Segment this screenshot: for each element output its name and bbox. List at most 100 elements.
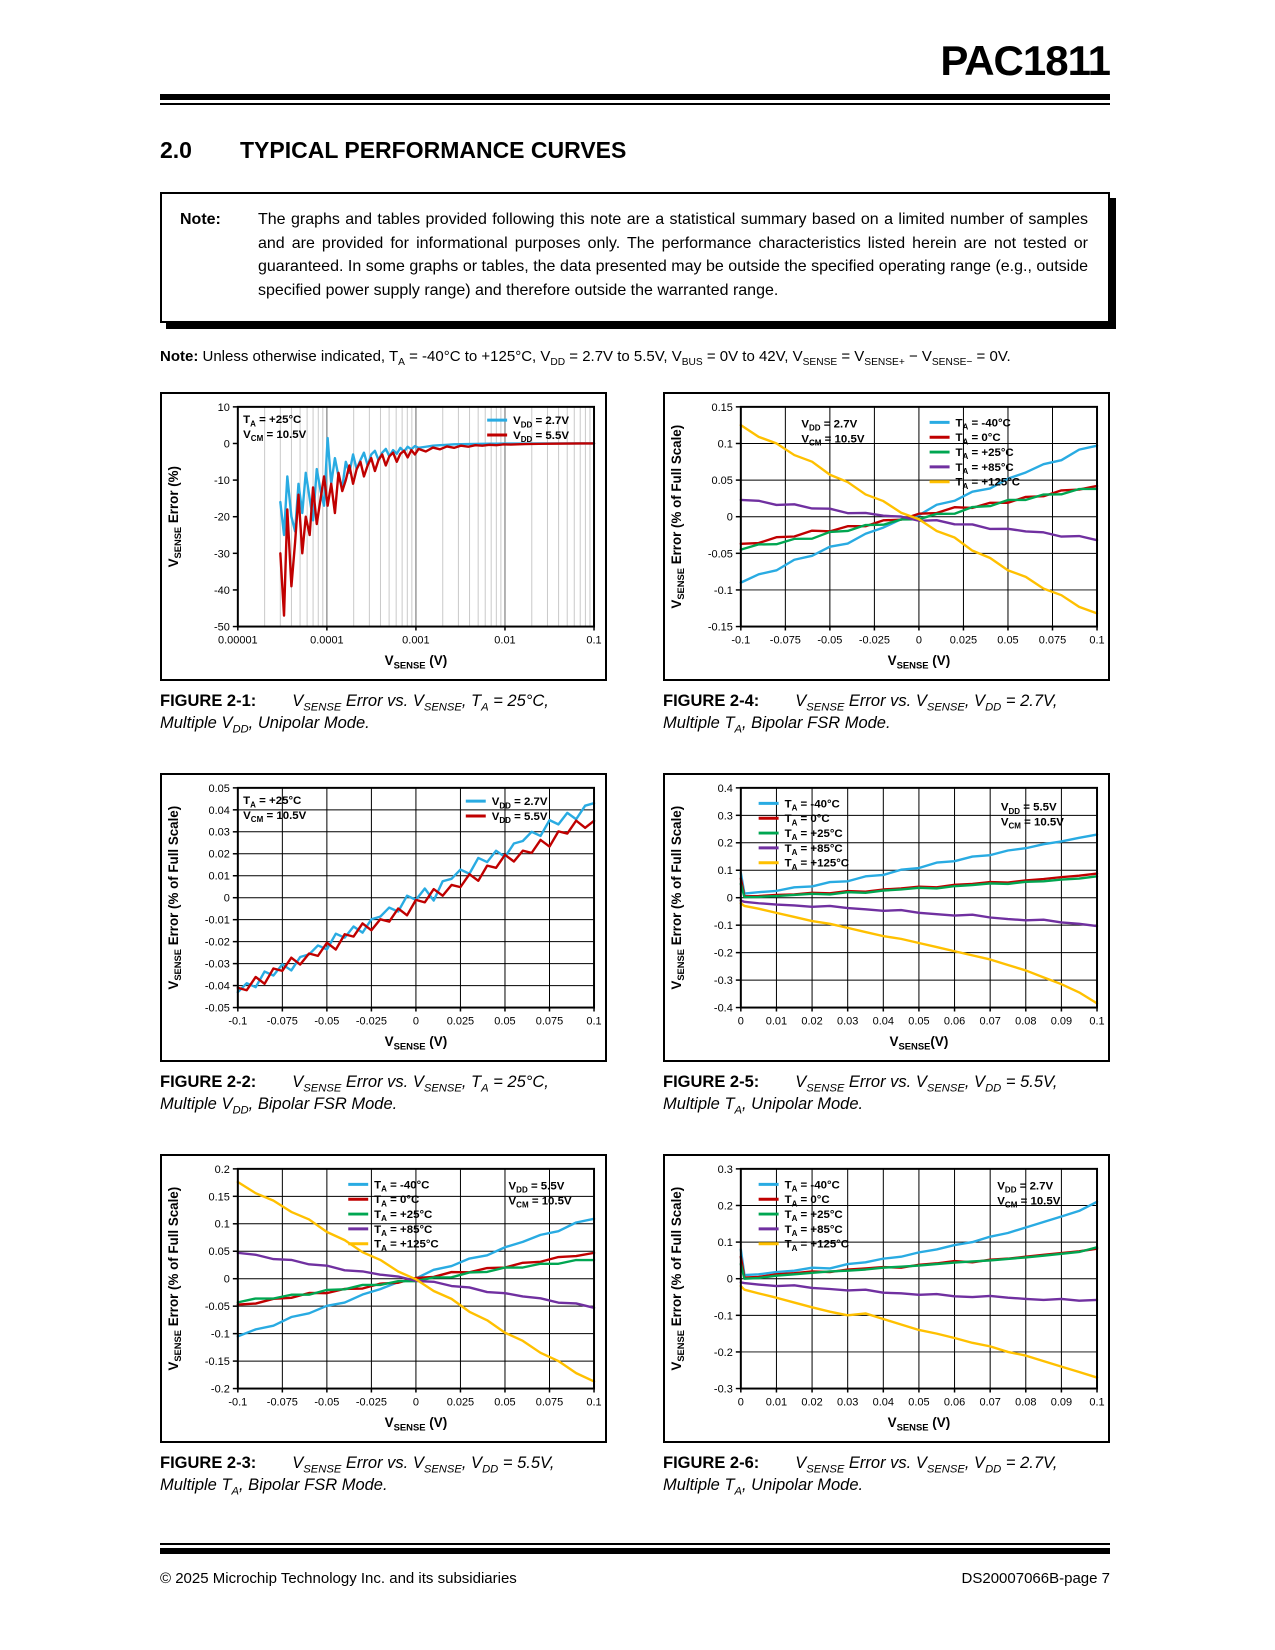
svg-text:0.04: 0.04 [208,805,229,817]
svg-text:0.02: 0.02 [801,1397,822,1409]
svg-text:-50: -50 [214,622,230,634]
svg-text:-0.1: -0.1 [731,635,750,647]
svg-text:0: 0 [738,1397,744,1409]
svg-text:0.1: 0.1 [1089,1397,1104,1409]
svg-text:0.05: 0.05 [208,783,229,795]
svg-text:TA = -40°C: TA = -40°C [785,1180,840,1194]
svg-text:VSENSE Error (% of Full Scale): VSENSE Error (% of Full Scale) [669,1187,686,1371]
svg-text:VDD = 5.5V: VDD = 5.5V [1001,802,1057,816]
svg-text:TA = +25°C: TA = +25°C [243,795,301,809]
svg-text:0.1: 0.1 [1089,635,1104,647]
svg-text:VCM = 10.5V: VCM = 10.5V [1001,817,1064,831]
conditions-note: Note: Unless otherwise indicated, TA = -… [160,347,1110,368]
svg-text:VCM = 10.5V: VCM = 10.5V [243,429,306,443]
svg-text:-0.075: -0.075 [267,1397,298,1409]
svg-text:0.06: 0.06 [944,1016,965,1028]
header-rule-thick [160,94,1110,100]
svg-text:0.05: 0.05 [997,635,1018,647]
figure-caption: FIGURE 2-1: VSENSE Error vs. VSENSE, TA =… [160,691,607,749]
note-box-label: Note: [180,211,221,228]
performance-chart: -0.1 -0.075 -0.05 -0.025 0 0.025 0.05 0.075 0.1 0… [166,1164,602,1432]
svg-text:-0.02: -0.02 [205,937,230,949]
svg-text:0.01: 0.01 [766,1016,787,1028]
svg-text:TA = +25°C: TA = +25°C [956,447,1014,461]
svg-text:0.025: 0.025 [447,1397,474,1409]
chart-frame: 0 0.01 0.02 0.03 0.04 0.05 0.06 0.07 0.08 0.09 0.1… [663,1154,1110,1444]
svg-text:-0.15: -0.15 [708,622,733,634]
svg-text:0.05: 0.05 [711,475,732,487]
performance-chart: -0.1 -0.075 -0.05 -0.025 0 0.025 0.05 0.075 0.1 0… [669,402,1105,670]
figure-panel-2-5: 0 0.01 0.02 0.03 0.04 0.05 0.06 0.07 0.08 0.09 0.1… [663,773,1110,1130]
svg-text:TA = 0°C: TA = 0°C [785,1194,830,1208]
figure-caption-label: FIGURE 2-6: [663,1454,760,1473]
figure-caption-label: FIGURE 2-4: [663,692,760,711]
figure-panel-2-4: -0.1 -0.075 -0.05 -0.025 0 0.025 0.05 0.075 0.1 0… [663,392,1110,749]
figure-caption-text: VSENSE Error vs. VSENSE, VDD = 2.7V, Mul… [663,692,1058,736]
page-title: PAC1811 [940,37,1111,84]
svg-text:0.02: 0.02 [208,849,229,861]
svg-text:0.2: 0.2 [718,838,733,850]
svg-text:0.3: 0.3 [718,811,733,823]
svg-text:-0.025: -0.025 [356,1397,387,1409]
svg-text:0.05: 0.05 [908,1397,929,1409]
svg-text:VSENSE Error (% of Full Scale): VSENSE Error (% of Full Scale) [669,425,686,609]
chart-frame: -0.1 -0.075 -0.05 -0.025 0 0.025 0.05 0.075 0.1 0… [663,392,1110,682]
svg-text:-0.075: -0.075 [770,635,801,647]
svg-text:0.03: 0.03 [837,1397,858,1409]
svg-text:VDD = 2.7V: VDD = 2.7V [801,419,857,433]
svg-text:0.3: 0.3 [718,1164,733,1176]
svg-text:-0.075: -0.075 [267,1016,298,1028]
svg-text:0.075: 0.075 [536,1397,563,1409]
figure-caption: FIGURE 2-6: VSENSE Error vs. VSENSE, VDD … [663,1453,1110,1511]
svg-text:0.05: 0.05 [494,1397,515,1409]
svg-text:VCM = 10.5V: VCM = 10.5V [997,1196,1060,1210]
svg-text:0.1: 0.1 [215,1219,230,1231]
figure-caption: FIGURE 2-5: VSENSE Error vs. VSENSE, VDD … [663,1072,1110,1130]
performance-chart: 0 0.01 0.02 0.03 0.04 0.05 0.06 0.07 0.08 0.09 0.1… [669,1164,1105,1432]
svg-text:0.02: 0.02 [801,1016,822,1028]
svg-text:-0.3: -0.3 [714,1384,733,1396]
svg-text:-0.05: -0.05 [205,1301,230,1313]
svg-text:-0.01: -0.01 [205,915,230,927]
svg-text:0.04: 0.04 [873,1016,894,1028]
svg-text:-0.1: -0.1 [714,585,733,597]
svg-text:VSENSE Error (% of Full Scale): VSENSE Error (% of Full Scale) [166,806,183,990]
svg-text:-0.1: -0.1 [714,1311,733,1323]
conditions-note-text: Unless otherwise indicated, TA = -40°C t… [198,347,1011,368]
chart-frame: -0.1 -0.075 -0.05 -0.025 0 0.025 0.05 0.075 0.1 0… [160,1154,607,1444]
figure-caption-text: VSENSE Error vs. VSENSE, TA = 25°C, Mult… [160,692,549,736]
svg-text:0: 0 [727,1274,733,1286]
svg-text:TA = +125°C: TA = +125°C [374,1239,439,1253]
svg-text:VSENSE(V): VSENSE(V) [889,1034,948,1051]
figure-panel-2-3: -0.1 -0.075 -0.05 -0.025 0 0.025 0.05 0.075 0.1 0… [160,1154,607,1511]
svg-text:0.07: 0.07 [979,1397,1000,1409]
svg-text:0: 0 [413,1016,419,1028]
svg-text:0.15: 0.15 [208,1192,229,1204]
svg-text:VDD = 5.5V: VDD = 5.5V [509,1181,565,1195]
svg-text:0.05: 0.05 [494,1016,515,1028]
chart-frame: 0.00001 0.0001 0.001 0.01 0.1 10 0 -10 -20 -30 -40… [160,392,607,682]
svg-text:0.05: 0.05 [908,1016,929,1028]
svg-text:0.09: 0.09 [1051,1397,1072,1409]
figure-caption-label: FIGURE 2-1: [160,692,257,711]
figure-caption-text: VSENSE Error vs. VSENSE, VDD = 5.5V, Mul… [160,1454,555,1498]
svg-text:-0.1: -0.1 [714,920,733,932]
svg-text:VDD = 2.7V: VDD = 2.7V [492,796,548,810]
svg-text:TA = +25°C: TA = +25°C [785,828,843,842]
figure-panel-2-2: -0.1 -0.075 -0.05 -0.025 0 0.025 0.05 0.075 0.1 0… [160,773,607,1130]
figure-caption-label: FIGURE 2-5: [663,1073,760,1092]
svg-text:0.08: 0.08 [1015,1016,1036,1028]
svg-text:0.01: 0.01 [208,871,229,883]
svg-text:-0.1: -0.1 [228,1016,247,1028]
figure-caption: FIGURE 2-2: VSENSE Error vs. VSENSE, TA =… [160,1072,607,1130]
svg-text:0.06: 0.06 [944,1397,965,1409]
svg-text:0.001: 0.001 [402,635,429,647]
figure-caption-label: FIGURE 2-2: [160,1073,257,1092]
svg-text:0.1: 0.1 [718,1237,733,1249]
svg-text:0: 0 [224,1274,230,1286]
svg-text:0.1: 0.1 [718,439,733,451]
footer-page-number: DS20007066B-page 7 [961,1570,1110,1587]
section-heading: 2.0 TYPICAL PERFORMANCE CURVES [160,137,1110,164]
svg-text:VSENSE Error (%): VSENSE Error (%) [166,466,183,567]
svg-text:0.075: 0.075 [1039,635,1066,647]
